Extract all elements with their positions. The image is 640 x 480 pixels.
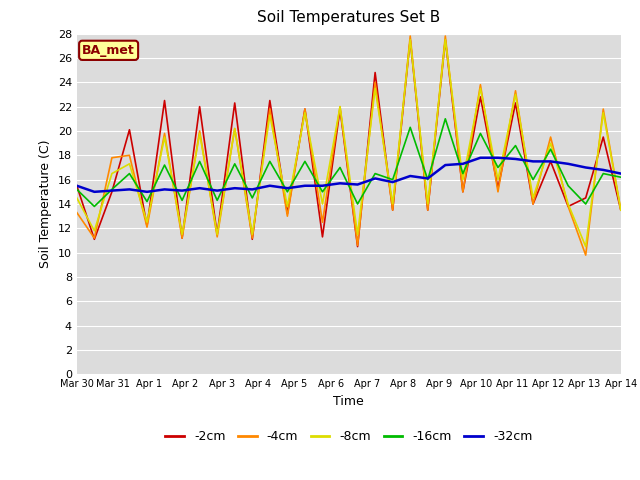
Y-axis label: Soil Temperature (C): Soil Temperature (C) (39, 140, 52, 268)
Text: BA_met: BA_met (82, 44, 135, 57)
X-axis label: Time: Time (333, 395, 364, 408)
Title: Soil Temperatures Set B: Soil Temperatures Set B (257, 11, 440, 25)
Legend: -2cm, -4cm, -8cm, -16cm, -32cm: -2cm, -4cm, -8cm, -16cm, -32cm (160, 425, 538, 448)
